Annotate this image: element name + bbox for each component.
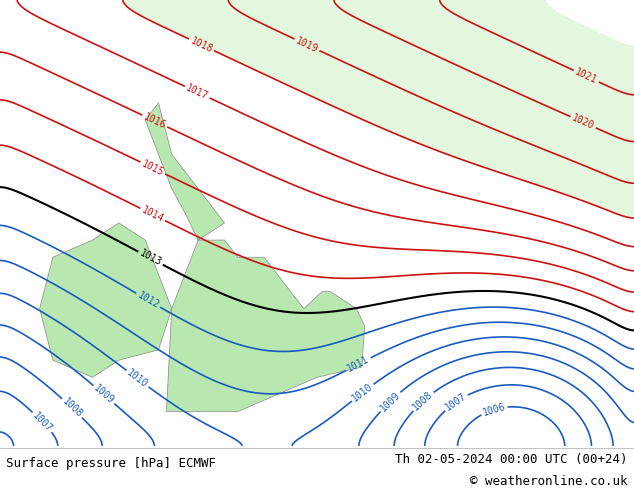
Text: 1008: 1008 xyxy=(411,390,435,413)
Text: 1017: 1017 xyxy=(184,83,210,101)
Text: 1018: 1018 xyxy=(189,35,214,54)
Text: 1010: 1010 xyxy=(125,368,150,390)
Text: © weatheronline.co.uk: © weatheronline.co.uk xyxy=(470,475,628,488)
Text: Surface pressure [hPa] ECMWF: Surface pressure [hPa] ECMWF xyxy=(6,457,216,470)
Text: 1010: 1010 xyxy=(350,381,375,404)
Text: 1007: 1007 xyxy=(30,410,54,434)
Text: 1014: 1014 xyxy=(140,205,165,224)
Text: 1009: 1009 xyxy=(92,383,116,406)
Text: 1021: 1021 xyxy=(574,67,599,86)
Polygon shape xyxy=(39,223,172,377)
Text: 1020: 1020 xyxy=(571,113,596,132)
Text: 1012: 1012 xyxy=(136,290,161,311)
Text: 1015: 1015 xyxy=(140,158,165,178)
Text: 1013: 1013 xyxy=(138,248,164,268)
Text: 1016: 1016 xyxy=(142,111,167,130)
Text: 1011: 1011 xyxy=(346,354,371,374)
Text: 1009: 1009 xyxy=(378,390,402,414)
Text: Th 02-05-2024 00:00 UTC (00+24): Th 02-05-2024 00:00 UTC (00+24) xyxy=(395,453,628,466)
Text: 1007: 1007 xyxy=(443,392,469,413)
Text: 1019: 1019 xyxy=(294,35,320,54)
Polygon shape xyxy=(145,103,365,412)
Text: 1006: 1006 xyxy=(481,401,507,418)
Text: 1008: 1008 xyxy=(60,396,84,420)
